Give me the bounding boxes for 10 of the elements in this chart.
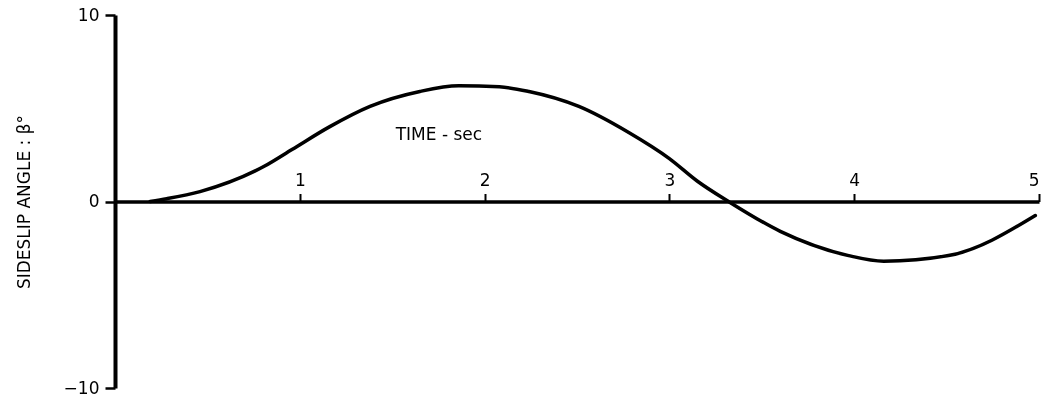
x-axis-title: TIME - sec xyxy=(394,124,483,144)
x-tick-label: 1 xyxy=(294,170,306,190)
y-tick-label: 0 xyxy=(88,191,100,211)
x-tick-label: 5 xyxy=(1028,170,1040,190)
x-tick-label: 2 xyxy=(479,170,491,190)
y-axis-title: SIDESLIP ANGLE : β° xyxy=(13,114,34,290)
x-tick-label: 3 xyxy=(664,170,676,190)
y-tick-label: 10 xyxy=(77,4,100,25)
x-tick-label: 4 xyxy=(849,170,861,190)
y-tick-label: −10 xyxy=(63,377,100,398)
